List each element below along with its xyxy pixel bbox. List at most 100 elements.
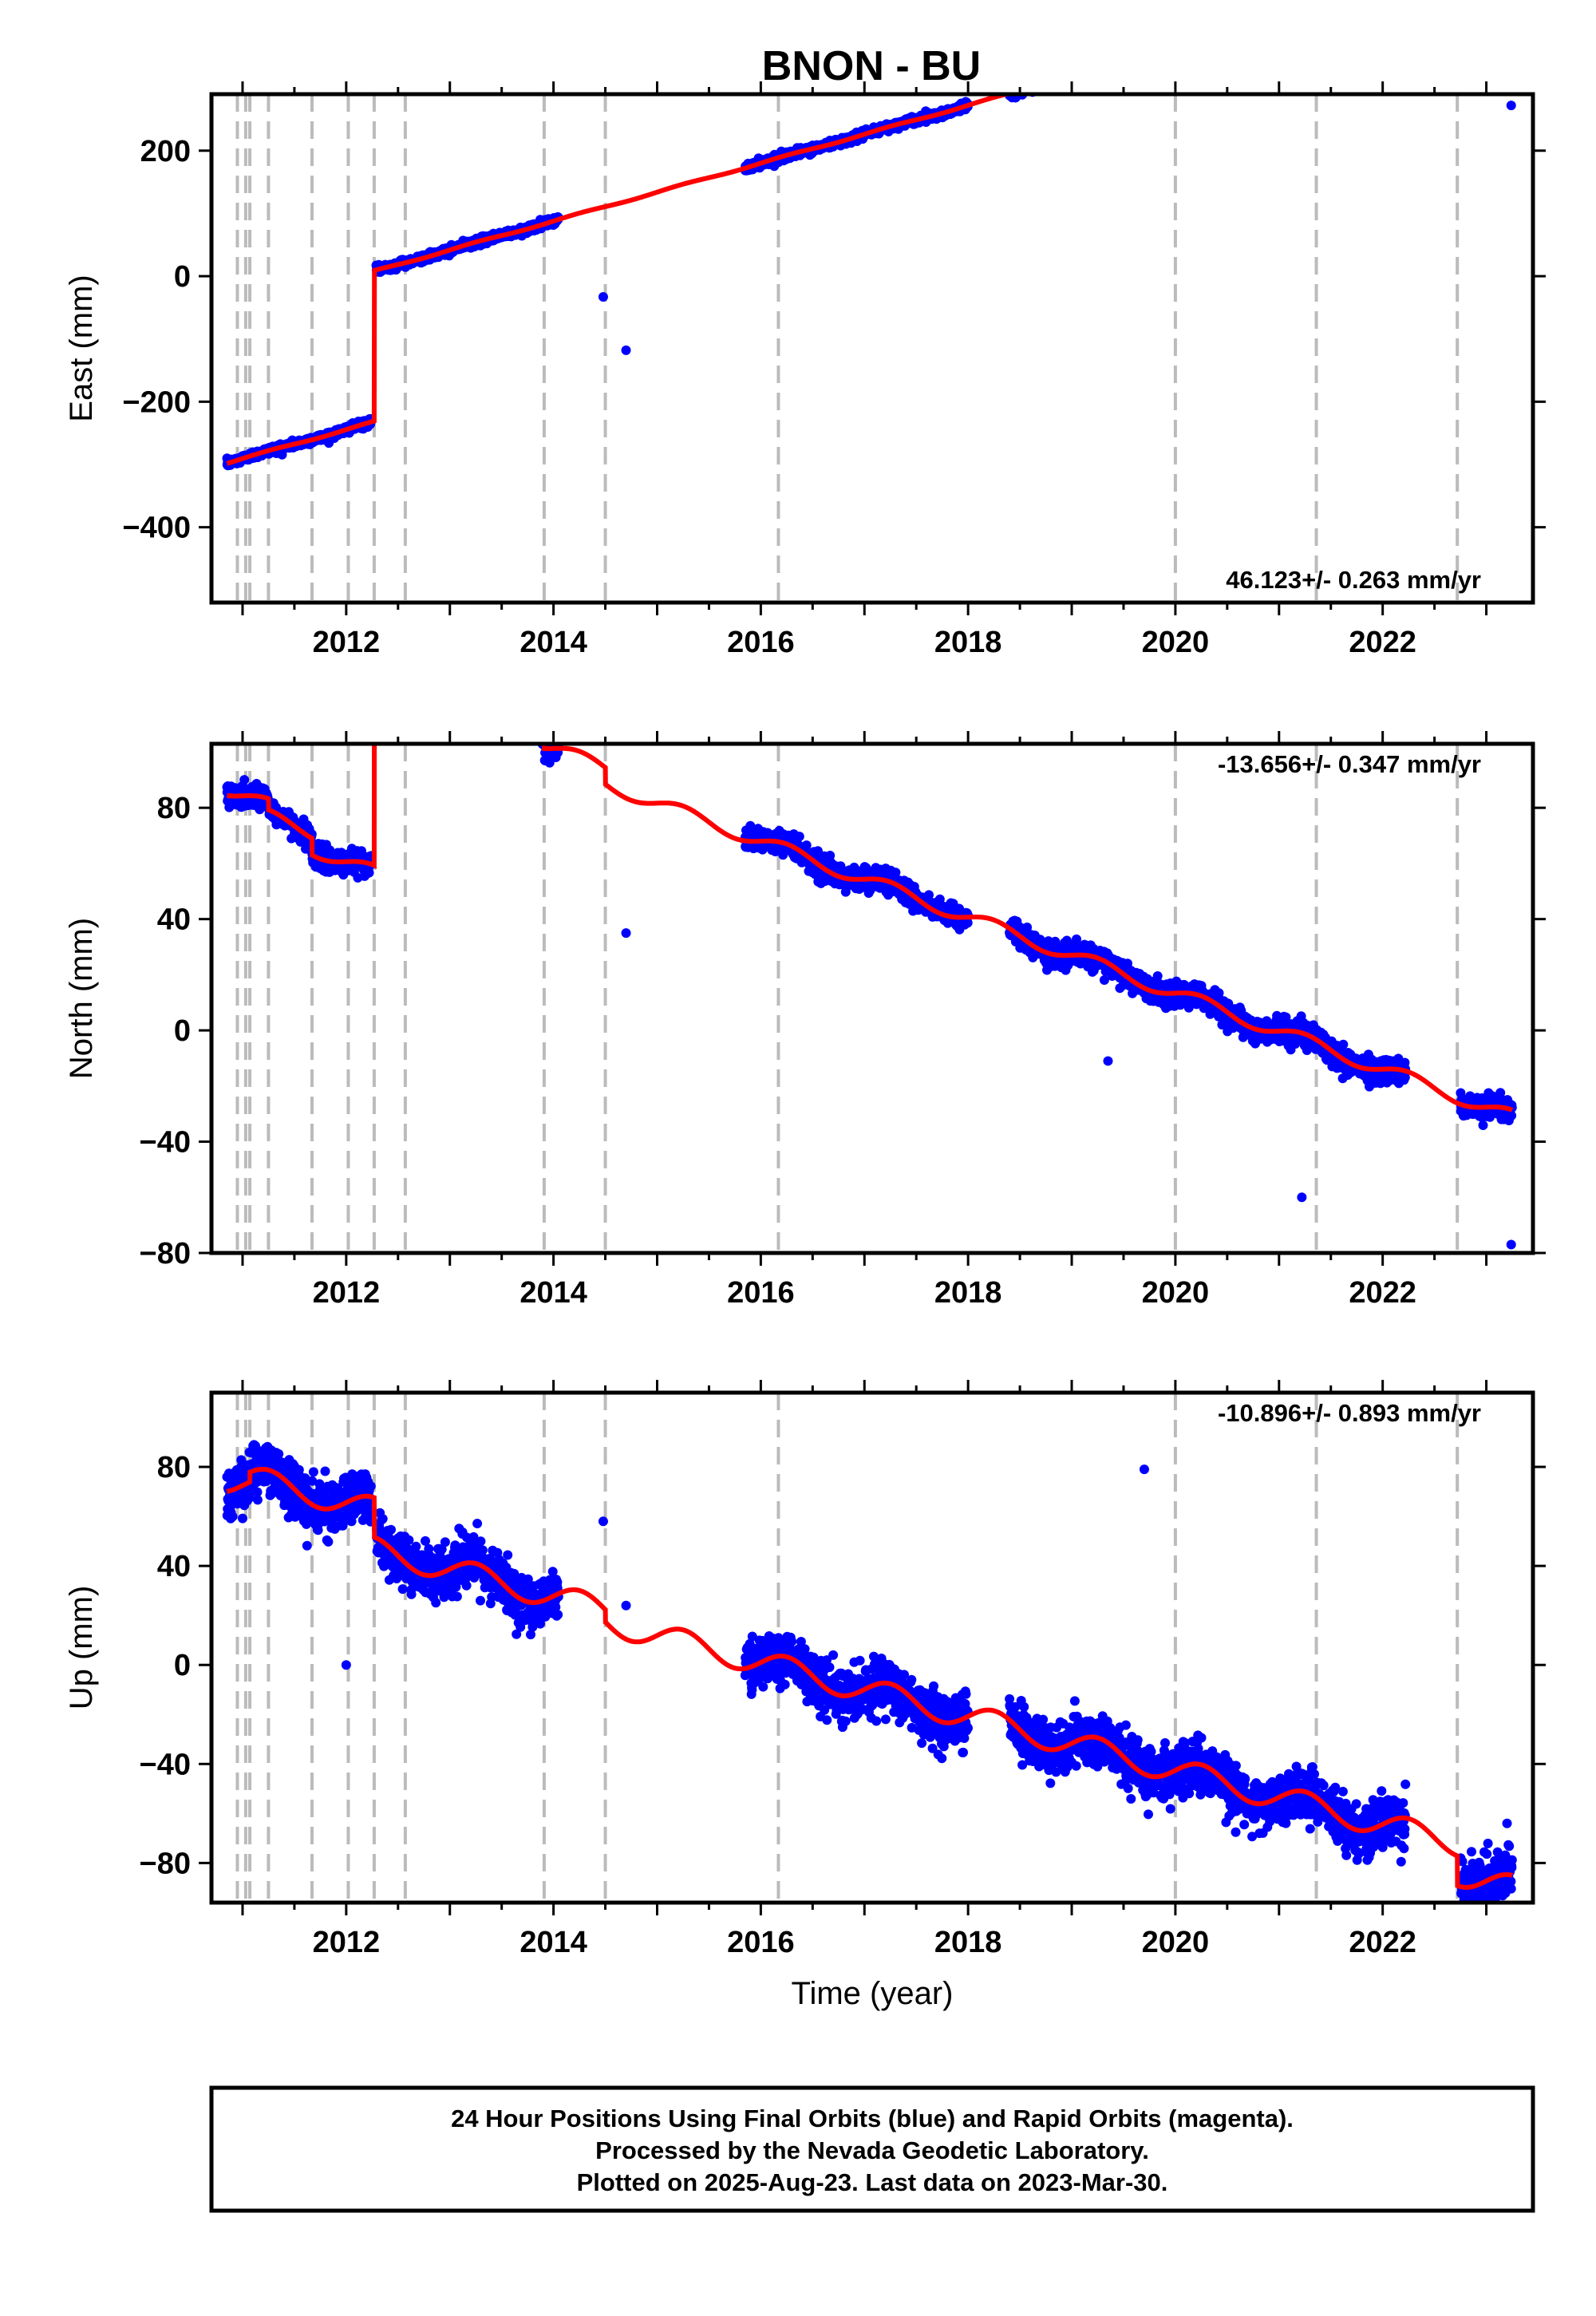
data-point [1110,57,1120,67]
data-point [1067,69,1077,79]
data-point [1341,0,1351,6]
data-point [1275,16,1285,26]
data-point [1290,6,1300,16]
data-point [1201,34,1211,43]
data-point [1129,55,1139,65]
data-point [403,673,413,682]
data-point [1131,53,1140,63]
data-point [427,680,437,690]
data-point [1145,50,1155,60]
data-point [500,690,510,700]
data-point [1154,52,1163,61]
data-point [1293,8,1302,18]
data-point [530,716,539,725]
data-point [1321,0,1331,6]
data-point [488,693,497,702]
data-point [1190,36,1199,45]
data-point [1318,4,1328,14]
data-point [1041,80,1051,89]
data-point [386,633,396,642]
panels: 2012 2014 2016 2018 2020 2022−400−2000200East… [64,0,1546,2011]
data-point [406,671,416,681]
data-point [1218,30,1227,40]
data-point [1084,65,1094,75]
data-point [484,690,494,700]
data-point [1259,18,1269,27]
data-point [1246,20,1255,30]
data-point [1140,52,1149,61]
data-point [1077,66,1086,76]
data-point [1119,57,1128,67]
data-point [422,682,432,692]
data-point [468,680,478,690]
data-point [1230,28,1239,38]
data-point [1195,40,1204,49]
data-point [1042,78,1052,88]
data-point [1240,22,1250,32]
data-point [1182,38,1191,48]
data-point [1054,77,1064,86]
data-point [490,689,500,698]
data-point [1074,67,1084,77]
data-point [1250,18,1260,28]
data-point [1221,28,1231,38]
data-point [484,694,493,703]
data-point [1309,2,1318,12]
data-point [444,685,453,694]
data-point [1183,41,1192,50]
data-point [1261,17,1270,26]
data-point [536,725,546,734]
data-point [1069,72,1078,81]
data-point [391,636,401,646]
data-point [1242,24,1251,34]
data-point [1263,20,1273,30]
data-point [1060,74,1069,84]
data-point [1326,0,1336,10]
data-point [469,685,479,694]
data-point [464,679,473,689]
data-point [446,685,456,694]
data-point [1244,22,1254,32]
data-point [1033,83,1043,93]
data-point [502,705,512,715]
data-point [1194,37,1203,46]
data-point [1253,20,1262,30]
data-point [401,642,410,652]
data-point [1222,25,1231,34]
data-point [1267,18,1277,28]
data-point [1248,20,1258,30]
data-point [1269,15,1278,25]
data-point [1193,33,1203,42]
data-point [1267,16,1277,26]
data-point [1108,62,1118,72]
data-point [436,683,445,693]
data-point [1353,0,1362,3]
data-point [474,678,484,688]
data-point [523,720,532,729]
data-point [1254,18,1263,27]
data-point [520,717,530,726]
data-point [425,680,434,690]
data-point [1104,64,1114,73]
data-point [507,709,516,718]
data-point [1070,72,1080,81]
data-point [1104,61,1114,71]
data-point [472,690,482,699]
data-point [1295,7,1305,17]
data-point [512,708,521,717]
data-point [1071,72,1080,81]
data-point [1246,22,1255,31]
data-point [1327,0,1337,6]
data-point [390,634,400,644]
data-point [1262,16,1271,26]
data-point [1159,46,1168,56]
data-point [480,692,490,702]
data-point [1108,61,1118,70]
data-point [1325,0,1334,6]
data-point [444,689,454,698]
data-point [1090,63,1100,73]
x-tick-label: 2012 [313,626,381,659]
data-point [1043,77,1053,86]
data-point [443,696,452,705]
data-point [1171,42,1180,52]
